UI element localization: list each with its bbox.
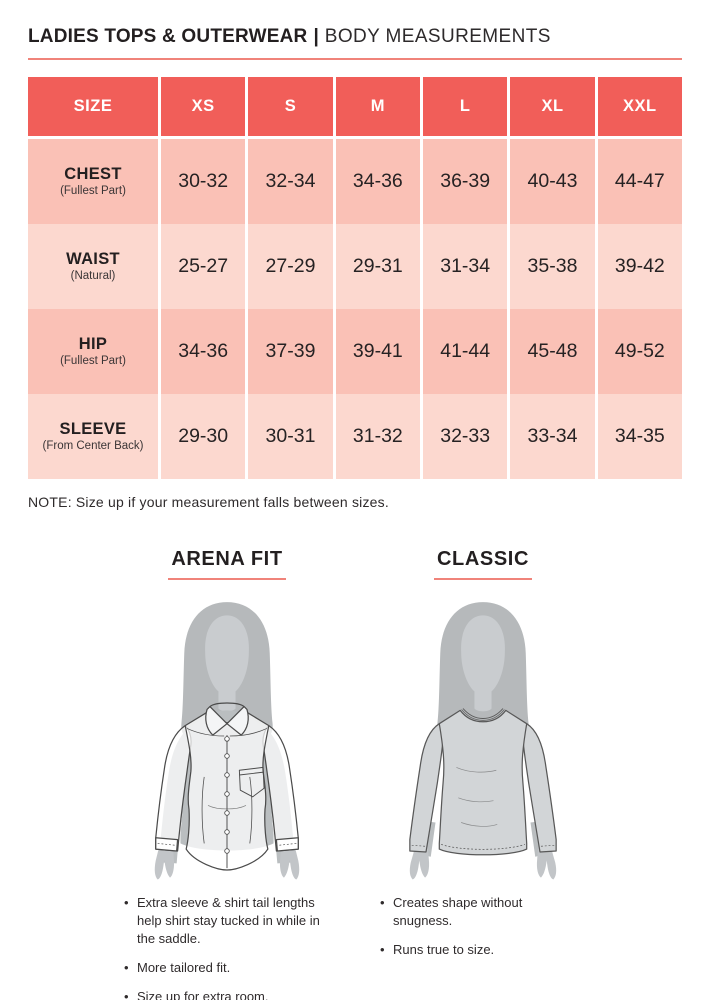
value-cell: 34-36 — [335, 139, 420, 224]
value-cell: 41-44 — [423, 309, 508, 394]
tee-graphic — [409, 708, 557, 856]
fit-column-arena: ARENA FIT — [118, 548, 336, 1000]
header-cell-m: M — [335, 77, 420, 139]
row-label-text: WAIST — [66, 249, 120, 268]
bullet-item: Creates shape without snugness. — [380, 894, 585, 930]
chest-pocket — [238, 766, 265, 798]
row-label-sleeve: SLEEVE (From Center Back) — [28, 394, 158, 479]
arena-fit-shirt-illustration — [154, 602, 300, 880]
page-title-category: LADIES TOPS & OUTERWEAR — [28, 26, 308, 47]
row-sublabel-text: (Fullest Part) — [60, 354, 126, 367]
value-cell: 31-32 — [335, 394, 420, 479]
row-label-text: CHEST — [64, 164, 122, 183]
value-cell: 25-27 — [161, 224, 246, 309]
row-label-hip: HIP (Fullest Part) — [28, 309, 158, 394]
page-title: LADIES TOPS & OUTERWEAR | BODY MEASUREMENT… — [28, 26, 682, 48]
fit-heading-classic: CLASSIC — [434, 548, 532, 580]
value-cell: 35-38 — [510, 224, 595, 309]
header-cell-xxl: XXL — [597, 77, 682, 139]
value-cell: 34-35 — [597, 394, 682, 479]
value-cell: 39-42 — [597, 224, 682, 309]
fit-bullets-arena: Extra sleeve & shirt tail lengths help s… — [118, 894, 336, 1000]
value-cell: 30-32 — [161, 139, 246, 224]
header-cell-size: SIZE — [28, 77, 158, 139]
value-cell: 31-34 — [423, 224, 508, 309]
row-sublabel-text: (Fullest Part) — [60, 184, 126, 197]
header-cell-xl: XL — [510, 77, 595, 139]
value-cell: 32-34 — [248, 139, 333, 224]
value-cell: 33-34 — [510, 394, 595, 479]
shirt-graphic — [155, 702, 299, 871]
shirt-buttons — [224, 736, 230, 854]
value-cell: 40-43 — [510, 139, 595, 224]
fit-comparison-section: ARENA FIT — [28, 548, 682, 1000]
value-cell: 32-33 — [423, 394, 508, 479]
sizing-note: NOTE: Size up if your measurement falls … — [28, 494, 389, 510]
header-cell-l: L — [423, 77, 508, 139]
classic-tee-illustration — [409, 602, 557, 880]
bullet-item: More tailored fit. — [124, 959, 329, 977]
page-title-separator: | — [313, 26, 319, 47]
row-label-waist: WAIST (Natural) — [28, 224, 158, 309]
value-cell: 39-41 — [335, 309, 420, 394]
size-chart-table: SIZE XS S M L XL XXL CHEST (Fullest Part… — [28, 77, 682, 479]
bullet-item: Extra sleeve & shirt tail lengths help s… — [124, 894, 329, 948]
row-label-text: SLEEVE — [59, 419, 127, 438]
value-cell: 45-48 — [510, 309, 595, 394]
value-cell: 37-39 — [248, 309, 333, 394]
fit-bullets-classic: Creates shape without snugness. Runs tru… — [374, 894, 592, 970]
bullet-item: Size up for extra room. — [124, 988, 329, 1000]
value-cell: 29-30 — [161, 394, 246, 479]
header-cell-xs: XS — [161, 77, 246, 139]
bullet-item: Runs true to size. — [380, 941, 585, 959]
fit-column-classic: CLASSIC — [374, 548, 592, 1000]
value-cell: 27-29 — [248, 224, 333, 309]
value-cell: 44-47 — [597, 139, 682, 224]
figure-face — [205, 615, 249, 712]
row-sublabel-text: (Natural) — [70, 269, 116, 282]
figure-hands — [409, 847, 557, 880]
row-label-text: HIP — [78, 334, 108, 353]
figure-hands — [154, 843, 300, 880]
figure-face — [461, 615, 505, 712]
value-cell: 49-52 — [597, 309, 682, 394]
header-cell-s: S — [248, 77, 333, 139]
title-divider-line — [28, 58, 682, 60]
value-cell: 34-36 — [161, 309, 246, 394]
row-sublabel-text: (From Center Back) — [42, 439, 144, 452]
row-label-chest: CHEST (Fullest Part) — [28, 139, 158, 224]
value-cell: 36-39 — [423, 139, 508, 224]
fit-heading-arena: ARENA FIT — [168, 548, 286, 580]
value-cell: 29-31 — [335, 224, 420, 309]
value-cell: 30-31 — [248, 394, 333, 479]
page-title-subtitle: BODY MEASUREMENTS — [324, 26, 551, 47]
